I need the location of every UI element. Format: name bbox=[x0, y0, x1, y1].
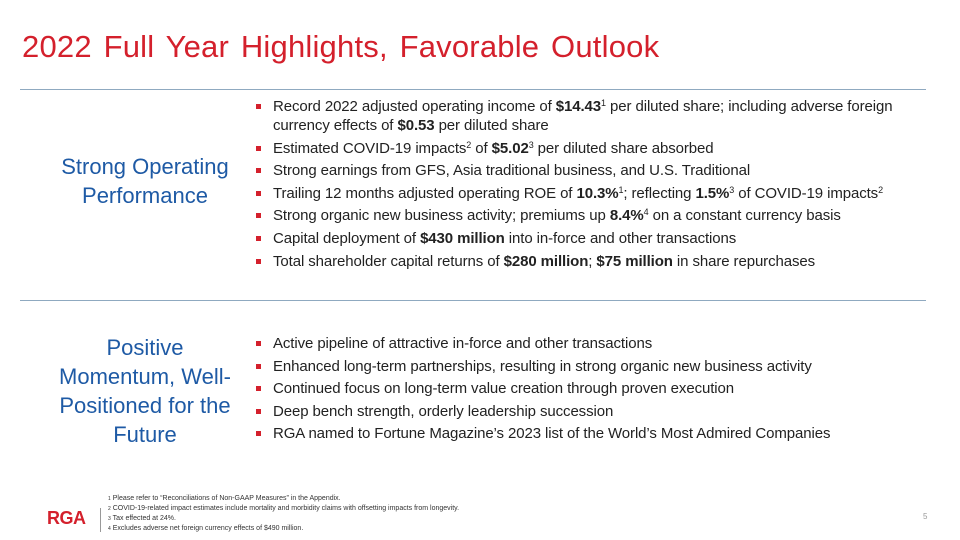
bullet-text: Capital deployment of bbox=[273, 229, 421, 247]
bullet-text: Trailing 12 months adjusted operating RO… bbox=[273, 184, 577, 202]
bullet-item: Active pipeline of attractive in-force a… bbox=[256, 334, 916, 353]
footnote-ref: 2 bbox=[878, 184, 883, 195]
bullet-item: Total shareholder capital returns of $28… bbox=[256, 252, 916, 271]
bullet-list-positive-momentum: Active pipeline of attractive in-force a… bbox=[256, 334, 916, 447]
bullet-square-icon bbox=[256, 363, 261, 369]
bullet-text: RGA named to Fortune Magazine’s 2023 lis… bbox=[273, 425, 831, 443]
footnote: 2 COVID-19-related impact estimates incl… bbox=[108, 504, 459, 514]
bullet-text: Continued focus on long-term value creat… bbox=[273, 380, 734, 398]
bullet-item: Record 2022 adjusted operating income of… bbox=[256, 97, 916, 135]
bullet-item: Strong organic new business activity; pr… bbox=[256, 206, 916, 225]
bullet-square-icon bbox=[256, 190, 261, 196]
bullet-item: Enhanced long-term partnerships, resulti… bbox=[256, 357, 916, 376]
footnote: 1 Please refer to “Reconciliations of No… bbox=[108, 494, 459, 504]
bullet-list-operating-performance: Record 2022 adjusted operating income of… bbox=[256, 97, 916, 274]
footnote: 4 Excludes adverse net foreign currency … bbox=[108, 524, 459, 534]
bullet-item: Deep bench strength, orderly leadership … bbox=[256, 402, 916, 421]
footer-divider bbox=[100, 508, 101, 532]
footnotes: 1 Please refer to “Reconciliations of No… bbox=[108, 494, 459, 534]
footnote-number: 2 bbox=[108, 506, 111, 512]
highlight-value: $5.02 bbox=[491, 139, 529, 157]
footnote-ref: 3 bbox=[528, 139, 534, 150]
footnote-number: 4 bbox=[108, 526, 111, 532]
bullet-item: Estimated COVID-19 impacts2 of $5.023 pe… bbox=[256, 139, 916, 158]
bullet-text: per diluted share absorbed bbox=[533, 139, 714, 157]
bullet-text: per diluted share; including adverse for… bbox=[273, 98, 893, 134]
bullet-text: on a constant currency basis bbox=[648, 207, 841, 225]
bullet-text: Strong organic new business activity; pr… bbox=[273, 207, 610, 225]
bullet-text: Active pipeline of attractive in-force a… bbox=[273, 335, 653, 352]
section-heading-positive-momentum: Positive Momentum, Well-Positioned for t… bbox=[59, 335, 231, 447]
bullet-item: Continued focus on long-term value creat… bbox=[256, 379, 916, 398]
footnote-ref: 4 bbox=[643, 207, 649, 218]
divider bbox=[20, 89, 926, 90]
highlight-value: $280 million bbox=[503, 252, 589, 270]
highlight-value: 1.5% bbox=[695, 184, 730, 202]
footnote-ref: 2 bbox=[466, 139, 472, 150]
bullet-square-icon bbox=[256, 258, 261, 264]
bullet-square-icon bbox=[256, 431, 261, 437]
highlight-value: $0.53 bbox=[397, 117, 435, 134]
slide-title: 2022 Full Year Highlights, Favorable Out… bbox=[22, 29, 660, 64]
footnote-text: Tax effected at 24%. bbox=[112, 515, 176, 522]
bullet-square-icon bbox=[256, 235, 261, 241]
bullet-text: in share repurchases bbox=[672, 252, 816, 270]
bullet-text: Record 2022 adjusted operating income of bbox=[273, 98, 556, 115]
bullet-square-icon bbox=[256, 168, 261, 174]
highlight-value: $75 million bbox=[596, 252, 673, 270]
bullet-item: RGA named to Fortune Magazine’s 2023 lis… bbox=[256, 424, 916, 443]
highlight-value: 8.4% bbox=[609, 207, 644, 225]
footnote-ref: 3 bbox=[729, 184, 735, 195]
bullet-text: ; reflecting bbox=[623, 184, 696, 202]
bullet-text: per diluted share bbox=[434, 117, 549, 134]
bullet-item: Trailing 12 months adjusted operating RO… bbox=[256, 184, 916, 203]
bullet-text: Enhanced long-term partnerships, resulti… bbox=[273, 357, 812, 375]
bullet-square-icon bbox=[256, 386, 261, 392]
bullet-text: of COVID-19 impacts bbox=[734, 184, 879, 202]
bullet-text: Deep bench strength, orderly leadership … bbox=[273, 402, 614, 420]
footnote-text: Excludes adverse net foreign currency ef… bbox=[112, 525, 304, 532]
rga-logo: RGA bbox=[47, 508, 86, 528]
bullet-text: into in-force and other transactions bbox=[504, 229, 737, 247]
footnote-ref: 1 bbox=[618, 184, 624, 195]
bullet-text: Estimated COVID-19 impacts bbox=[273, 139, 467, 157]
section-heading-operating-performance: Strong Operating Performance bbox=[61, 154, 229, 208]
divider bbox=[20, 300, 926, 301]
bullet-square-icon bbox=[256, 341, 261, 346]
bullet-text: ; bbox=[588, 252, 597, 270]
bullet-square-icon bbox=[256, 145, 261, 151]
bullet-square-icon bbox=[256, 104, 261, 109]
bullet-item: Capital deployment of $430 million into … bbox=[256, 229, 916, 248]
highlight-value: $14.43 bbox=[555, 98, 602, 115]
footnote-number: 3 bbox=[108, 516, 111, 522]
footnote-number: 1 bbox=[108, 496, 111, 502]
footnote-ref: 1 bbox=[601, 98, 606, 108]
footnote: 3 Tax effected at 24%. bbox=[108, 514, 459, 524]
bullet-text: Strong earnings from GFS, Asia tradition… bbox=[273, 162, 751, 180]
bullet-text: Total shareholder capital returns of bbox=[273, 252, 504, 270]
bullet-item: Strong earnings from GFS, Asia tradition… bbox=[256, 161, 916, 180]
page-number: 5 bbox=[923, 512, 928, 521]
highlight-value: 10.3% bbox=[576, 184, 619, 202]
bullet-square-icon bbox=[256, 408, 261, 414]
footnote-text: Please refer to “Reconciliations of Non-… bbox=[112, 495, 341, 502]
bullet-text: of bbox=[471, 139, 492, 157]
bullet-square-icon bbox=[256, 213, 261, 219]
highlight-value: $430 million bbox=[420, 229, 505, 247]
footnote-text: COVID-19-related impact estimates includ… bbox=[112, 505, 460, 512]
